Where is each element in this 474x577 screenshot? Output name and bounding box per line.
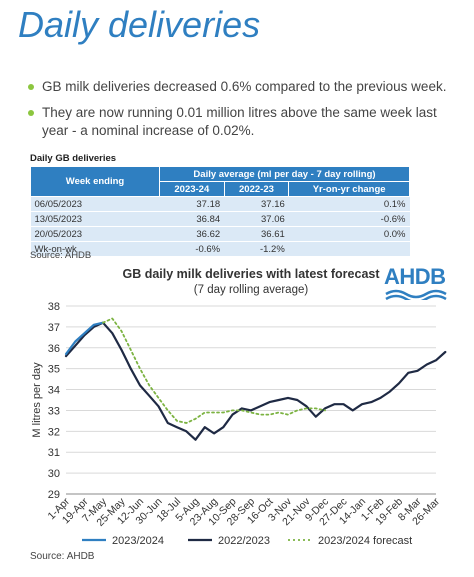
cell: 20/05/2023	[30, 226, 160, 242]
bullet-icon	[28, 84, 34, 90]
y-tick-label: 34	[48, 385, 60, 397]
y-tick-label: 36	[48, 343, 60, 355]
table-row: 13/05/2023 36.84 37.06 -0.6%	[30, 211, 410, 227]
series-line-2022-2023	[64, 321, 447, 441]
header-2023-24: 2023-24	[159, 181, 225, 197]
y-tick-label: 38	[48, 301, 60, 313]
y-tick-label: 30	[48, 468, 60, 480]
cell: -1.2%	[224, 241, 289, 257]
deliveries-table: Week ending Daily average (ml per day - …	[30, 166, 410, 257]
cell: 36.84	[159, 211, 225, 227]
cell: 37.16	[224, 196, 289, 212]
cell: 36.61	[224, 226, 289, 242]
chart-source: Source: AHDB	[30, 551, 95, 562]
deliveries-chart: GB daily milk deliveries with latest for…	[31, 267, 447, 547]
cell: 0.1%	[288, 196, 410, 212]
bullet-item: They are now running 0.01 million litres…	[22, 104, 462, 140]
summary-bullets: GB milk deliveries decreased 0.6% compar…	[22, 78, 462, 148]
cell	[288, 241, 410, 257]
y-axis-label: M litres per day	[31, 362, 43, 438]
header-group: Daily average (ml per day - 7 day rollin…	[159, 166, 410, 182]
cell: 0.0%	[288, 226, 410, 242]
series-line-2023-2024	[64, 321, 105, 356]
legend-label: 2023/2024 forecast	[318, 535, 412, 547]
cell: 13/05/2023	[30, 211, 160, 227]
y-tick-label: 37	[48, 322, 60, 334]
cell: 37.18	[159, 196, 225, 212]
page-title: Daily deliveries	[18, 4, 261, 45]
chart-subtitle: (7 day rolling average)	[194, 284, 309, 296]
cell: Wk-on-wk	[30, 241, 160, 257]
cell: -0.6%	[288, 211, 410, 227]
header-week: Week ending	[30, 166, 160, 197]
y-tick-label: 32	[48, 426, 60, 438]
header-2022-23: 2022-23	[223, 181, 290, 197]
y-tick-label: 31	[48, 447, 60, 459]
table-source: Source: AHDB	[30, 250, 92, 261]
legend-label: 2022/2023	[218, 535, 270, 547]
y-tick-label: 33	[48, 405, 60, 417]
y-tick-label: 35	[48, 364, 60, 376]
cell: 37.06	[224, 211, 289, 227]
logo-waves-icon	[385, 289, 447, 300]
table-caption: Daily GB deliveries	[30, 153, 117, 164]
bullet-text: They are now running 0.01 million litres…	[42, 105, 437, 138]
series-line-2023-2024-forecast	[102, 317, 326, 424]
cell: -0.6%	[159, 241, 225, 257]
bullet-icon	[28, 110, 34, 116]
header-yoy: Yr-on-yr change	[288, 181, 410, 197]
bullet-item: GB milk deliveries decreased 0.6% compar…	[22, 78, 462, 96]
table-row: 20/05/2023 36.62 36.61 0.0%	[30, 226, 410, 242]
cell: 06/05/2023	[30, 196, 160, 212]
legend-label: 2023/2024	[112, 535, 164, 547]
logo-text: AHDB	[384, 264, 446, 289]
table-row: Wk-on-wk -0.6% -1.2%	[30, 241, 410, 257]
bullet-text: GB milk deliveries decreased 0.6% compar…	[42, 79, 447, 94]
ahdb-logo: AHDB	[384, 264, 454, 300]
y-tick-label: 29	[48, 489, 60, 501]
cell: 36.62	[159, 226, 225, 242]
table-row: 06/05/2023 37.18 37.16 0.1%	[30, 196, 410, 212]
chart-title: GB daily milk deliveries with latest for…	[122, 267, 380, 281]
